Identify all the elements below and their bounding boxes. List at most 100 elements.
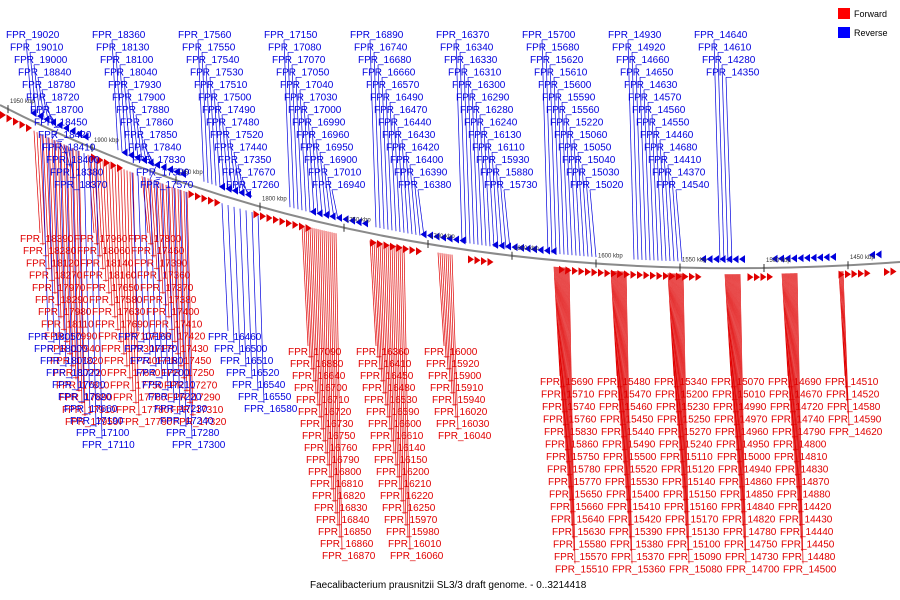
gene-label: FPR_18160 <box>83 271 137 282</box>
forward-gene-arrow <box>97 156 104 165</box>
leader-line <box>553 266 561 377</box>
leader-line <box>673 273 681 452</box>
gene-label: FPR_15660 <box>550 502 604 513</box>
leader-line <box>639 77 647 261</box>
leader-line <box>123 169 131 380</box>
gene-label: FPR_16610 <box>370 431 424 442</box>
reverse-gene-arrow <box>69 126 76 135</box>
leader-line <box>299 89 307 212</box>
gene-label: FPR_15050 <box>558 143 612 154</box>
gene-label: FPR_17620 <box>58 392 112 403</box>
leader-line <box>301 225 309 347</box>
gene-label: FPR_14630 <box>624 80 678 91</box>
gene-label: FPR_14990 <box>713 402 767 413</box>
forward-gene-arrow <box>299 222 305 231</box>
leader-line <box>563 267 571 502</box>
leader-line <box>29 52 37 114</box>
gene-label: FPR_17970 <box>32 283 86 294</box>
leader-line <box>403 246 411 551</box>
leader-line <box>614 271 622 427</box>
leader-line <box>25 39 33 113</box>
gene-label: FPR_15500 <box>603 452 657 463</box>
gene-label: FPR_15680 <box>526 43 580 54</box>
gene-label: FPR_14740 <box>771 415 825 426</box>
gene-label: FPR_14570 <box>628 93 682 104</box>
leader-line <box>241 177 249 196</box>
leader-line <box>677 273 685 502</box>
gene-label: FPR_14670 <box>769 390 823 401</box>
leader-line <box>733 274 741 489</box>
reverse-gene-arrow <box>50 118 56 127</box>
gene-label: FPR_15590 <box>542 93 596 104</box>
reverse-gene-arrow <box>719 255 726 264</box>
leader-line <box>135 114 143 160</box>
gene-label: FPR_16390 <box>394 168 448 179</box>
leader-line <box>161 183 169 392</box>
gene-label: FPR_15600 <box>538 80 592 91</box>
gene-label: FPR_16360 <box>356 347 410 358</box>
gene-label: FPR_16150 <box>374 455 428 466</box>
leader-line <box>373 241 381 371</box>
reverse-gene-arrow <box>726 255 732 264</box>
gene-label: FPR_16200 <box>376 467 430 478</box>
forward-gene-arrow <box>838 270 845 279</box>
gene-label: FPR_14500 <box>783 565 837 576</box>
gene-label: FPR_16210 <box>378 479 432 490</box>
leader-line <box>377 242 385 395</box>
leader-line <box>790 273 798 489</box>
gene-label: FPR_16020 <box>434 407 488 418</box>
gene-label: FPR_17440 <box>214 143 268 154</box>
gene-label: FPR_16420 <box>386 143 440 154</box>
leader-line <box>589 189 597 258</box>
gene-label: FPR_16470 <box>374 105 428 116</box>
gene-label: FPR_15700 <box>522 30 576 41</box>
gene-label: FPR_18020 <box>46 368 100 379</box>
leader-line <box>717 52 725 263</box>
gene-label: FPR_16570 <box>366 80 420 91</box>
gene-label: FPR_15250 <box>657 415 711 426</box>
forward-gene-arrow <box>383 241 390 250</box>
gene-label: FPR_15200 <box>655 390 709 401</box>
leader-line <box>631 52 639 260</box>
reverse-gene-arrow <box>498 241 505 250</box>
gene-label: FPR_15640 <box>551 515 605 526</box>
leader-line <box>201 52 209 184</box>
forward-gene-arrow <box>689 272 695 281</box>
leader-line <box>48 137 56 295</box>
leader-line <box>721 64 729 263</box>
forward-gene-arrow <box>617 269 624 278</box>
gene-label: FPR_18060 <box>77 246 131 257</box>
gene-label: FPR_17570 <box>140 180 194 191</box>
leader-line <box>174 187 182 368</box>
leader-line <box>670 273 678 414</box>
forward-gene-arrow <box>286 219 292 228</box>
leader-line <box>475 102 483 246</box>
figure-caption: Faecalibacterium prausnitzii SL3/3 draft… <box>310 580 587 591</box>
forward-gene-arrow <box>624 270 630 279</box>
gene-label: FPR_14730 <box>725 552 779 563</box>
leader-line <box>41 134 49 332</box>
forward-gene-arrow <box>572 266 578 275</box>
forward-gene-arrow <box>591 268 598 277</box>
gene-label: FPR_16010 <box>388 539 442 550</box>
leader-line <box>379 242 387 407</box>
gene-label: FPR_17600 <box>52 380 106 391</box>
leader-line <box>99 159 107 282</box>
leader-line <box>725 77 733 263</box>
axis-tick-label: 1500 kbp <box>766 258 791 264</box>
gene-label: FPR_16950 <box>300 143 354 154</box>
leader-line <box>143 139 151 163</box>
leader-line <box>782 273 790 389</box>
leader-line <box>647 102 655 261</box>
gene-label: FPR_17380 <box>143 295 197 306</box>
forward-gene-arrow <box>656 271 663 280</box>
reverse-gene-arrow <box>76 129 82 138</box>
leader-line <box>205 64 213 185</box>
leader-line <box>491 152 499 248</box>
gene-label: FPR_17210 <box>142 380 196 391</box>
leader-line <box>558 267 566 439</box>
gene-label: FPR_16280 <box>460 105 514 116</box>
gene-label: FPR_15760 <box>543 415 597 426</box>
gene-label: FPR_17370 <box>140 283 194 294</box>
reverse-gene-arrow <box>141 156 147 165</box>
